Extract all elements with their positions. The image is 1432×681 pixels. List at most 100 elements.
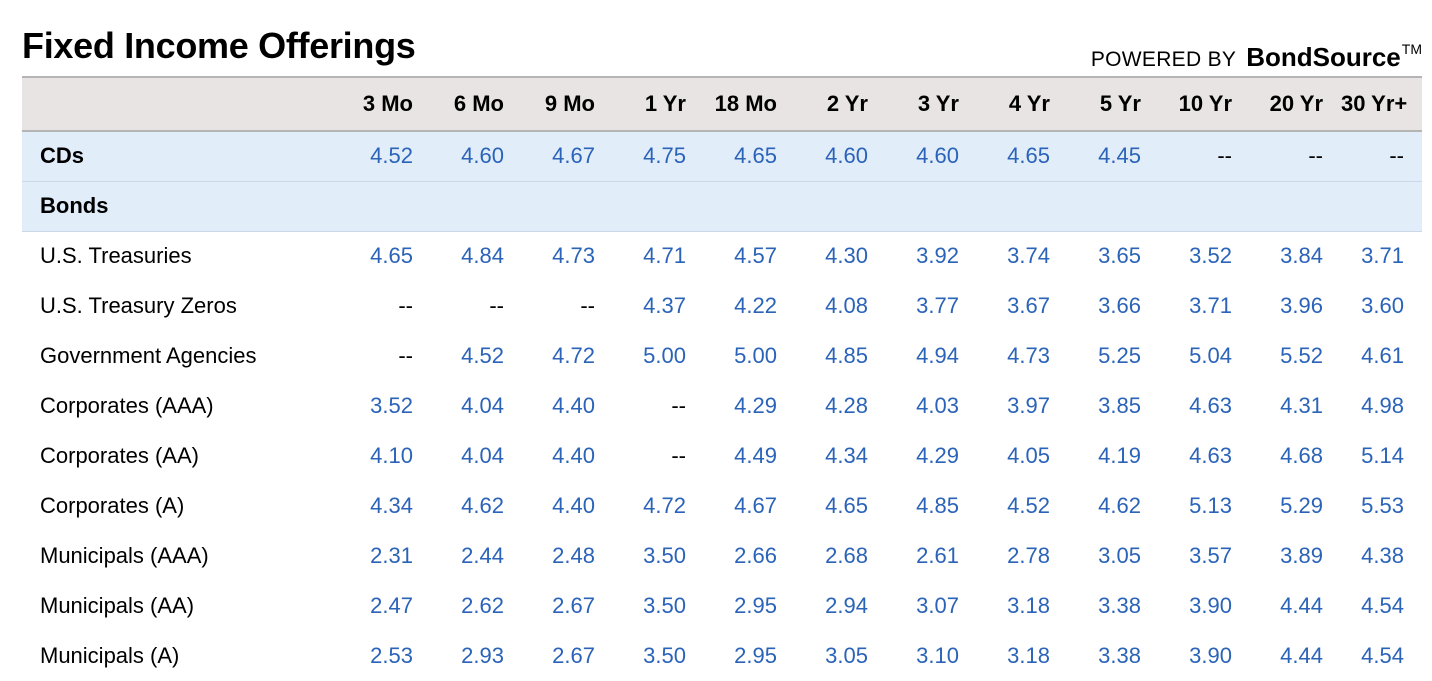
rate-cell[interactable]: 4.60: [886, 131, 977, 182]
rate-cell[interactable]: 3.05: [1098, 543, 1141, 568]
rate-cell[interactable]: 2.44: [461, 543, 504, 568]
rate-cell[interactable]: 3.71: [1189, 293, 1232, 318]
rate-cell[interactable]: 4.03: [916, 393, 959, 418]
rate-cell[interactable]: 3.90: [1189, 643, 1232, 668]
rate-cell[interactable]: 4.44: [1280, 593, 1323, 618]
rate-cell[interactable]: 4.85: [825, 343, 868, 368]
rate-cell[interactable]: 2.94: [825, 593, 868, 618]
rate-cell[interactable]: 4.08: [825, 293, 868, 318]
rate-cell[interactable]: 4.34: [825, 443, 868, 468]
rate-cell[interactable]: 4.72: [643, 493, 686, 518]
rate-cell[interactable]: 4.49: [734, 443, 777, 468]
rate-cell[interactable]: 3.65: [1098, 243, 1141, 269]
rate-cell[interactable]: 4.65: [977, 131, 1068, 182]
rate-cell[interactable]: 4.04: [461, 443, 504, 468]
rate-cell[interactable]: 3.71: [1361, 243, 1404, 269]
rate-cell[interactable]: 4.38: [1361, 543, 1404, 568]
rate-cell[interactable]: 3.38: [1098, 643, 1141, 668]
rate-cell[interactable]: 2.95: [734, 643, 777, 668]
rate-cell[interactable]: 5.52: [1280, 343, 1323, 368]
rate-cell[interactable]: 3.74: [1007, 243, 1050, 269]
rate-cell[interactable]: 4.85: [916, 493, 959, 518]
rate-cell[interactable]: 3.52: [370, 393, 413, 418]
rate-cell[interactable]: 3.90: [1189, 593, 1232, 618]
rate-cell[interactable]: 2.67: [552, 643, 595, 668]
rate-cell[interactable]: 4.40: [552, 493, 595, 518]
rate-cell[interactable]: 4.75: [613, 131, 704, 182]
rate-cell[interactable]: 2.93: [461, 643, 504, 668]
rate-cell[interactable]: 3.67: [1007, 293, 1050, 318]
rate-cell[interactable]: 4.65: [825, 493, 868, 518]
rate-cell[interactable]: 4.60: [431, 131, 522, 182]
rate-cell[interactable]: 3.77: [916, 293, 959, 318]
rate-cell[interactable]: 3.85: [1098, 393, 1141, 418]
rate-cell[interactable]: 4.45: [1068, 131, 1159, 182]
rate-cell[interactable]: 4.63: [1189, 393, 1232, 418]
rate-cell[interactable]: 4.71: [643, 243, 686, 269]
rate-cell[interactable]: 4.40: [552, 443, 595, 468]
rate-cell[interactable]: 3.18: [1007, 593, 1050, 618]
rate-cell[interactable]: 4.29: [916, 443, 959, 468]
rate-cell[interactable]: 2.62: [461, 593, 504, 618]
rate-cell[interactable]: 3.38: [1098, 593, 1141, 618]
rate-cell[interactable]: 3.96: [1280, 293, 1323, 318]
rate-cell[interactable]: 4.28: [825, 393, 868, 418]
rate-cell[interactable]: 2.53: [370, 643, 413, 668]
rate-cell[interactable]: 4.04: [461, 393, 504, 418]
rate-cell[interactable]: 4.62: [461, 493, 504, 518]
rate-cell[interactable]: 4.10: [370, 443, 413, 468]
rate-cell[interactable]: 4.22: [734, 293, 777, 318]
rate-cell[interactable]: 4.31: [1280, 393, 1323, 418]
rate-cell[interactable]: 4.34: [370, 493, 413, 518]
rate-cell[interactable]: 3.52: [1189, 243, 1232, 269]
rate-cell[interactable]: 3.50: [643, 643, 686, 668]
rate-cell[interactable]: 4.29: [734, 393, 777, 418]
rate-cell[interactable]: 4.19: [1098, 443, 1141, 468]
rate-cell[interactable]: 4.62: [1098, 493, 1141, 518]
rate-cell[interactable]: 2.66: [734, 543, 777, 568]
rate-cell[interactable]: 2.95: [734, 593, 777, 618]
rate-cell[interactable]: 4.94: [916, 343, 959, 368]
rate-cell[interactable]: 2.31: [370, 543, 413, 568]
rate-cell[interactable]: 4.05: [1007, 443, 1050, 468]
rate-cell[interactable]: 2.78: [1007, 543, 1050, 568]
rate-cell[interactable]: 3.50: [643, 543, 686, 568]
rate-cell[interactable]: 4.73: [552, 243, 595, 269]
rate-cell[interactable]: 3.05: [825, 643, 868, 668]
rate-cell[interactable]: 3.18: [1007, 643, 1050, 668]
rate-cell[interactable]: 5.25: [1098, 343, 1141, 368]
rate-cell[interactable]: 3.10: [916, 643, 959, 668]
rate-cell[interactable]: 4.61: [1361, 343, 1404, 368]
rate-cell[interactable]: 4.65: [370, 243, 413, 269]
rate-cell[interactable]: 3.07: [916, 593, 959, 618]
rate-cell[interactable]: 4.60: [795, 131, 886, 182]
rate-cell[interactable]: 3.57: [1189, 543, 1232, 568]
rate-cell[interactable]: 4.72: [552, 343, 595, 368]
rate-cell[interactable]: 2.48: [552, 543, 595, 568]
rate-cell[interactable]: 3.97: [1007, 393, 1050, 418]
rate-cell[interactable]: 4.40: [552, 393, 595, 418]
rate-cell[interactable]: 4.98: [1361, 393, 1404, 418]
rate-cell[interactable]: 2.61: [916, 543, 959, 568]
rate-cell[interactable]: 2.47: [370, 593, 413, 618]
rate-cell[interactable]: 5.14: [1361, 443, 1404, 468]
rate-cell[interactable]: 3.50: [643, 593, 686, 618]
rate-cell[interactable]: 3.66: [1098, 293, 1141, 318]
rate-cell[interactable]: 4.57: [734, 243, 777, 269]
rate-cell[interactable]: 4.67: [522, 131, 613, 182]
rate-cell[interactable]: 3.92: [916, 243, 959, 269]
rate-cell[interactable]: 4.54: [1361, 643, 1404, 668]
rate-cell[interactable]: 4.84: [461, 243, 504, 269]
rate-cell[interactable]: 4.68: [1280, 443, 1323, 468]
rate-cell[interactable]: 5.53: [1361, 493, 1404, 518]
rate-cell[interactable]: 4.52: [340, 131, 431, 182]
rate-cell[interactable]: 4.52: [461, 343, 504, 368]
rate-cell[interactable]: 4.65: [704, 131, 795, 182]
rate-cell[interactable]: 5.00: [734, 343, 777, 368]
rate-cell[interactable]: 3.89: [1280, 543, 1323, 568]
rate-cell[interactable]: 4.63: [1189, 443, 1232, 468]
rate-cell[interactable]: 5.00: [643, 343, 686, 368]
rate-cell[interactable]: 4.37: [643, 293, 686, 318]
rate-cell[interactable]: 4.44: [1280, 643, 1323, 668]
rate-cell[interactable]: 4.73: [1007, 343, 1050, 368]
